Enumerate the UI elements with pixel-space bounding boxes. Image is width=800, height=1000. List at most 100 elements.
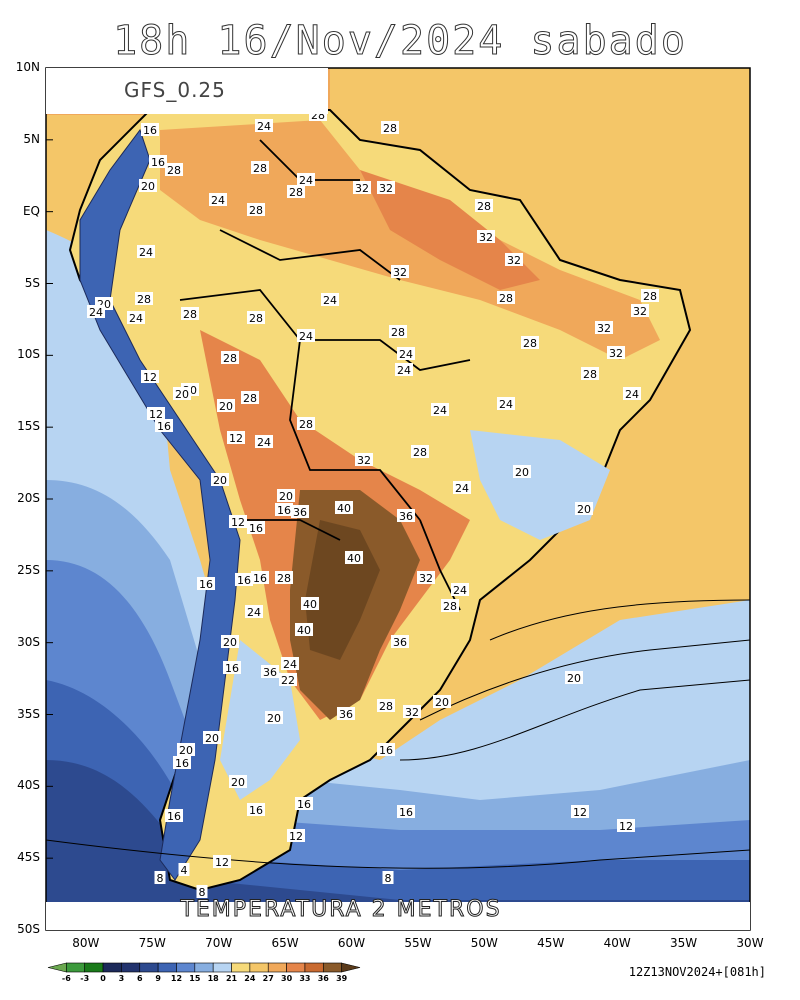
svg-text:24: 24: [257, 120, 271, 133]
contour-label: 24: [395, 363, 413, 377]
lon-label: 45W: [537, 936, 565, 950]
svg-text:28: 28: [443, 600, 457, 613]
svg-text:16: 16: [143, 124, 157, 137]
contour-label: 28: [441, 599, 459, 613]
contour-label: 12: [617, 819, 635, 833]
svg-text:28: 28: [289, 186, 303, 199]
map-title: 18h 16/Nov/2024 sabado: [113, 18, 687, 65]
contour-label: 40: [335, 501, 353, 515]
contour-label: 16: [235, 573, 253, 587]
svg-text:32: 32: [379, 182, 393, 195]
contour-label: 36: [291, 505, 309, 519]
svg-text:40: 40: [337, 502, 351, 515]
lon-label: 70W: [205, 936, 233, 950]
svg-text:32: 32: [633, 305, 647, 318]
lon-label: 55W: [404, 936, 432, 950]
svg-text:32: 32: [357, 454, 371, 467]
svg-text:20: 20: [279, 490, 293, 503]
svg-text:28: 28: [299, 418, 313, 431]
svg-text:16: 16: [399, 806, 413, 819]
colorbar-tick-label: 0: [100, 974, 106, 983]
svg-text:32: 32: [393, 266, 407, 279]
contour-label: 20: [513, 465, 531, 479]
colorbar-tick-label: 3: [119, 974, 125, 983]
svg-text:4: 4: [181, 864, 188, 877]
svg-text:24: 24: [397, 364, 411, 377]
contour-label: 20: [211, 473, 229, 487]
contour-label: 16: [247, 521, 265, 535]
contour-label: 20: [433, 695, 451, 709]
svg-text:16: 16: [297, 798, 311, 811]
contour-label: 20: [217, 399, 235, 413]
contour-label: 22: [279, 673, 297, 687]
lat-label: 50S: [17, 922, 40, 936]
contour-label: 16: [141, 123, 159, 137]
contour-label: 32: [391, 265, 409, 279]
svg-text:8: 8: [199, 886, 206, 899]
contour-label: 28: [297, 417, 315, 431]
lat-label: 10S: [17, 347, 40, 362]
svg-text:12: 12: [149, 408, 163, 421]
svg-text:28: 28: [183, 308, 197, 321]
contour-label: 8: [382, 871, 394, 885]
svg-text:8: 8: [157, 872, 164, 885]
contour-label: 4: [178, 863, 190, 877]
colorbar-tick-label: 12: [171, 974, 182, 983]
contour-label: 28: [247, 311, 265, 325]
svg-text:40: 40: [303, 598, 317, 611]
svg-text:16: 16: [277, 504, 291, 517]
lat-label: 5N: [23, 131, 40, 146]
svg-text:20: 20: [219, 400, 233, 413]
variable-label: TEMPERATURA 2 METROS: [180, 897, 502, 923]
contour-label: 24: [497, 397, 515, 411]
svg-text:20: 20: [231, 776, 245, 789]
svg-text:12: 12: [289, 830, 303, 843]
contour-label: 20: [265, 711, 283, 725]
colorbar-swatch: [322, 962, 342, 973]
contour-label: 12: [229, 515, 247, 529]
colorbar-tick-label: 27: [263, 974, 274, 983]
svg-text:36: 36: [263, 666, 277, 679]
contour-label: 32: [477, 230, 495, 244]
svg-text:24: 24: [499, 398, 513, 411]
colorbar-swatch: [341, 962, 361, 973]
svg-text:32: 32: [507, 254, 521, 267]
contour-label: 36: [261, 665, 279, 679]
svg-text:16: 16: [167, 810, 181, 823]
svg-text:32: 32: [419, 572, 433, 585]
svg-text:28: 28: [249, 204, 263, 217]
svg-text:24: 24: [257, 436, 271, 449]
andes: [79, 128, 241, 881]
contour-label: 16: [397, 805, 415, 819]
svg-text:12: 12: [143, 371, 157, 384]
contour-label: 16: [197, 577, 215, 591]
colorbar-swatch: [84, 962, 104, 973]
lon-label: 60W: [337, 936, 366, 950]
svg-text:24: 24: [625, 388, 639, 401]
contour-label: 24: [297, 173, 315, 187]
contour-label: 16: [377, 743, 395, 757]
lat-label: 30S: [17, 634, 40, 649]
svg-text:36: 36: [339, 708, 353, 721]
contour-label: 24: [87, 305, 105, 319]
contour-label: 36: [337, 707, 355, 721]
svg-text:32: 32: [479, 231, 493, 244]
svg-text:24: 24: [89, 306, 103, 319]
svg-text:32: 32: [609, 347, 623, 360]
contour-label: 16: [165, 809, 183, 823]
colorbar-tick-label: 30: [281, 974, 293, 983]
svg-text:32: 32: [355, 182, 369, 195]
contour-label: 32: [377, 181, 395, 195]
svg-text:20: 20: [267, 712, 281, 725]
svg-text:20: 20: [205, 732, 219, 745]
colorbar-tick-label: 39: [336, 974, 348, 983]
lat-label: 35S: [17, 706, 40, 721]
colorbar-tick-label: 6: [137, 974, 143, 983]
svg-text:28: 28: [379, 700, 393, 713]
lon-label: 80W: [72, 936, 100, 950]
lat-label: 20S: [17, 491, 40, 505]
svg-text:24: 24: [211, 194, 225, 207]
colorbar-tick-label: 33: [299, 974, 310, 983]
svg-text:40: 40: [297, 624, 311, 637]
